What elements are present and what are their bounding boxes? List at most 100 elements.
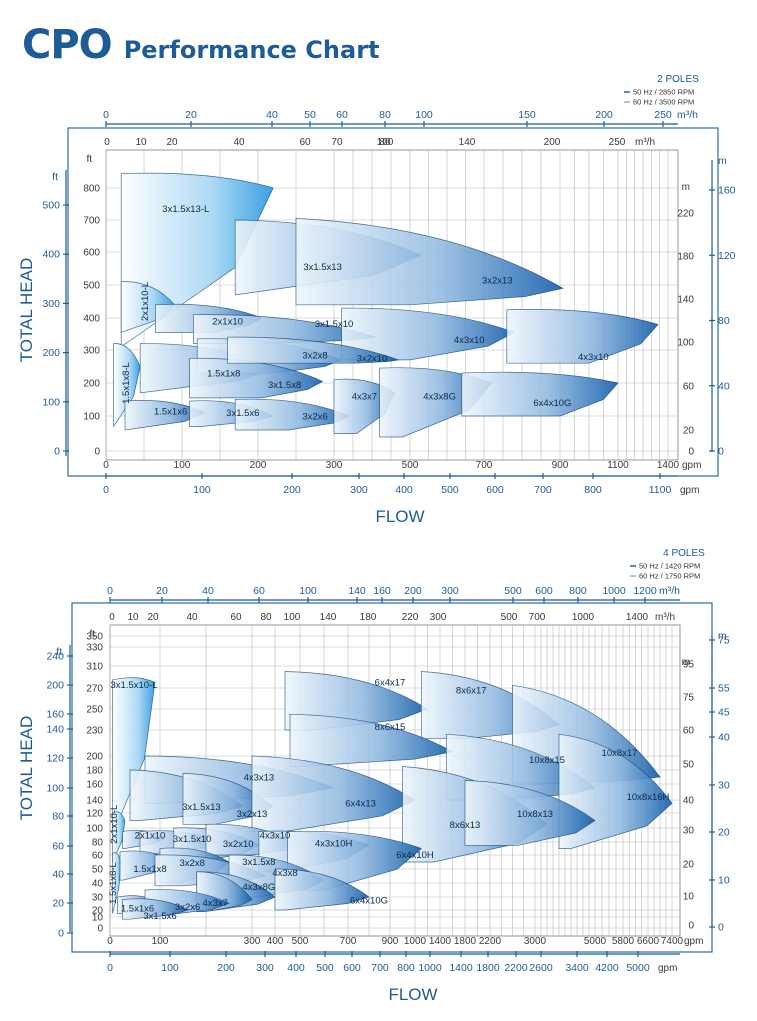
axis-tick-label: 40 [233, 137, 245, 148]
axis-tick-label: 100 [377, 137, 394, 148]
axis-unit: gpm [680, 485, 699, 496]
axis-tick-label: 230 [86, 726, 103, 737]
axis-tick-label: 1100 [607, 460, 629, 471]
axis-unit: gpm [682, 460, 701, 471]
legend-entry: 50 Hz / 2850 RPM [633, 88, 694, 97]
axis-tick-label: 140 [348, 585, 366, 597]
axis-tick-label: 0 [103, 460, 109, 471]
pump-curve-label: 1.5x1x8-L [121, 362, 132, 404]
axis-unit: m³/h [655, 612, 675, 623]
axis-tick-label: 1100 [649, 484, 672, 496]
pump-curve-label: 3x2x8 [302, 350, 327, 361]
axis-tick-label: 500 [501, 612, 518, 623]
axis-tick-label: 20 [718, 827, 730, 839]
axis-tick-label: 600 [343, 962, 361, 974]
axis-tick-label: 140 [320, 612, 337, 623]
pump-curves [113, 172, 659, 438]
pump-curve-label: 3x1.5x13 [303, 262, 342, 273]
axis-tick-label: 200 [42, 347, 60, 359]
axis-tick-label: 80 [260, 612, 272, 623]
pump-curve-label: 3x2x6 [302, 412, 327, 423]
axis-unit: ft [56, 646, 62, 658]
axis-tick-label: 120 [46, 753, 64, 765]
axis-tick-label: 80 [52, 811, 64, 823]
axis-tick-label: 80 [718, 315, 730, 327]
pump-curve-label: 3x1.5x13-L [162, 204, 209, 215]
axis-tick-label: 1400 [429, 936, 452, 947]
axis-tick-label: 5000 [626, 962, 650, 974]
axis-tick-label: 100 [415, 109, 433, 121]
axis-tick-label: 140 [459, 137, 476, 148]
pump-curves [112, 671, 673, 920]
axis-tick-label: 1400 [657, 460, 680, 471]
axis-tick-label: 500 [441, 484, 459, 496]
axis-tick-label: 120 [86, 809, 103, 820]
axis-tick-label: 30 [92, 893, 104, 904]
axis-tick-label: 700 [476, 460, 493, 471]
axis-tick-label: 400 [395, 484, 413, 496]
axis-unit: ft [86, 154, 92, 165]
axis-tick-label: 1000 [404, 936, 427, 947]
poles-title: 4 POLES [663, 548, 705, 559]
axis-tick-label: 10 [135, 137, 147, 148]
axis-unit: gpm [658, 963, 677, 974]
pump-curve-label: 3x2x13 [482, 275, 513, 286]
chart-4-poles: 3x1.5x10-L 6x4x17 8x6x17 8x6x15 10x8x17 10x8x… [17, 548, 730, 1004]
axis-tick-label: 55 [718, 683, 730, 695]
axis-tick-label: 0 [718, 446, 724, 458]
axis-tick-label: 4200 [595, 962, 619, 974]
pump-curve [122, 898, 189, 920]
pump-curve [112, 811, 126, 863]
axis-tick-label: 330 [86, 643, 103, 654]
axis-tick-label: 100 [161, 962, 179, 974]
axis-tick-label: 250 [654, 109, 672, 121]
pump-curve-label: 3x1.5x6 [226, 408, 259, 419]
axis-tick-label: 100 [42, 396, 60, 408]
axis-tick-label: 50 [304, 109, 316, 121]
pump-curve-label: 3x1.5x10-L [110, 680, 157, 691]
pump-curve-label: 1.5x1x8 [207, 368, 240, 379]
axis-tick-label: 3400 [565, 962, 589, 974]
axis-tick-label: 0 [54, 446, 60, 458]
axis-tick-label: 270 [86, 684, 103, 695]
axis-tick-label: 1000 [572, 612, 595, 623]
legend-entry: 60 Hz / 3500 RPM [633, 98, 694, 107]
pump-curve [295, 218, 564, 306]
axis-tick-label: 60 [92, 851, 104, 862]
axis-tick-label: 120 [718, 250, 736, 262]
page-title: Performance Chart [123, 36, 380, 64]
axis-tick-label: 220 [677, 209, 694, 220]
axis-tick-label: 100 [174, 460, 191, 471]
pump-curve [274, 868, 370, 911]
axis-tick-label: 20 [683, 860, 695, 871]
axis-tick-label: 200 [404, 585, 422, 597]
axis-tick-label: 220 [402, 612, 419, 623]
legend-entry: 60 Hz / 1750 RPM [639, 572, 700, 581]
axis-tick-label: 500 [42, 200, 60, 212]
axes: 0 20 40 60 100 140 160 200 300 500 600 800 1000 1200 m… [46, 585, 729, 974]
axis-tick-label: 0 [718, 922, 724, 934]
pump-curve-label: 1.5x1x8-L [108, 862, 119, 904]
axis-tick-label: 10 [92, 913, 104, 924]
axis-tick-label: 20 [147, 612, 159, 623]
axis-tick-label: 900 [552, 460, 569, 471]
axis-tick-label: 0 [103, 109, 109, 121]
pump-curve-labels: 3x1.5x13-L 3x1.5x13 3x2x13 2x1x10-L 2x1x10 3x… [121, 204, 609, 423]
axis-tick-label: 10 [718, 875, 730, 887]
axis-tick-label: 75 [718, 635, 730, 647]
axis-tick-label: 50 [92, 865, 104, 876]
axis-tick-label: 400 [42, 249, 60, 261]
chart-2-poles: 3x1.5x13-L 3x1.5x13 3x2x13 2x1x10-L 2x1x10 3x… [17, 74, 736, 526]
axis-tick-label: 7400 [661, 936, 684, 947]
axis-unit: m [682, 182, 690, 193]
pump-curve-label: 1.5x1x6 [121, 903, 154, 914]
axis-tick-label: 60 [683, 726, 695, 737]
axis-unit: m [718, 155, 727, 167]
axis-tick-label: 100 [86, 824, 103, 835]
axis-tick-label: 80 [379, 137, 391, 148]
axis-tick-label: 100 [299, 585, 317, 597]
x-axis-title: FLOW [375, 507, 424, 526]
axis-tick-label: 400 [287, 962, 305, 974]
pump-curve-label: 2x1x10-L [109, 805, 120, 844]
